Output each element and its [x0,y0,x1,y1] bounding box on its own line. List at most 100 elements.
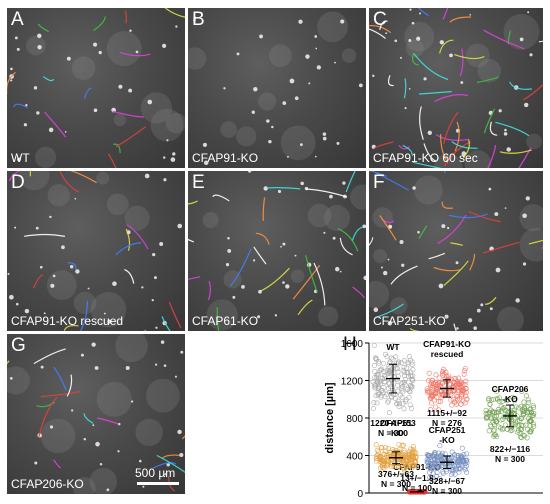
cell-track [418,225,428,240]
data-point [448,392,454,398]
data-point [430,463,436,469]
data-point [494,433,500,440]
data-point [411,488,417,495]
data-point [396,403,402,409]
data-point [413,489,419,495]
particle [91,342,96,347]
data-point [456,462,462,468]
particle [159,242,164,246]
data-point [419,488,425,495]
data-point [429,453,435,460]
data-point [448,467,454,473]
data-point [414,489,420,495]
data-point [446,373,452,379]
data-point [419,489,425,495]
data-point [515,423,521,429]
data-point [396,401,403,407]
data-point [495,407,501,413]
data-point [413,455,419,461]
particle [9,294,14,300]
data-point [447,455,453,461]
data-point [399,387,405,393]
data-point [456,466,462,472]
data-point [382,373,388,380]
data-point [462,382,468,388]
cell-track [207,281,211,301]
group-label: -KO [439,435,455,445]
cell-track [454,121,460,152]
data-point [415,489,421,495]
particle [488,187,492,191]
data-point [504,413,510,419]
data-point [409,488,415,494]
data-point [435,454,441,460]
data-point [511,411,517,417]
blur-spot [220,121,237,138]
data-point [392,362,398,368]
data-point [526,409,532,415]
data-point [527,406,534,412]
data-point [424,388,430,394]
data-point [425,378,432,384]
data-point [406,451,412,457]
data-point [437,399,444,405]
cell-track [297,299,313,316]
panel-b: B CFAP91-KO [188,8,366,168]
data-point [402,461,408,467]
data-point [440,464,446,470]
data-point [427,460,433,466]
data-point [409,489,415,495]
data-point [438,452,444,458]
data-point [375,385,381,391]
data-point [461,387,467,393]
data-point [440,369,446,375]
data-point [525,397,531,403]
data-point [376,372,382,378]
particle [525,196,530,201]
particle [93,108,98,113]
data-point [512,398,518,404]
cell-track [125,228,131,251]
data-point [421,489,427,495]
data-point [498,425,504,431]
data-point [458,391,464,398]
data-point [452,471,458,477]
data-point [458,401,464,407]
data-point [507,417,513,423]
data-point [444,455,450,461]
data-point [400,389,406,395]
particle [408,39,412,43]
particle [48,127,54,133]
data-point [415,489,421,495]
scale-bar [137,482,179,485]
particle [372,74,375,78]
particle [446,226,450,230]
particle [438,283,444,289]
data-point [399,455,405,461]
data-point [373,356,379,362]
data-point [452,381,458,387]
group-stat-label: 822+/−116 [490,444,530,454]
data-point [408,373,414,379]
particle [179,452,184,458]
particle [227,249,232,253]
data-point [433,387,439,393]
cell-track [305,188,348,198]
data-point [372,381,378,387]
data-point [378,454,384,460]
data-point [418,489,424,495]
cell-track [188,200,198,205]
data-point [451,452,458,458]
data-point [410,489,416,495]
data-point [527,423,533,429]
cell-track [168,301,182,329]
data-point [420,489,426,495]
particle [455,261,459,265]
data-point [486,397,492,403]
data-point [458,385,464,391]
data-point [446,386,452,392]
cell-track [337,228,359,252]
particle [527,11,530,14]
data-point [397,449,403,455]
cell-track [507,30,511,45]
